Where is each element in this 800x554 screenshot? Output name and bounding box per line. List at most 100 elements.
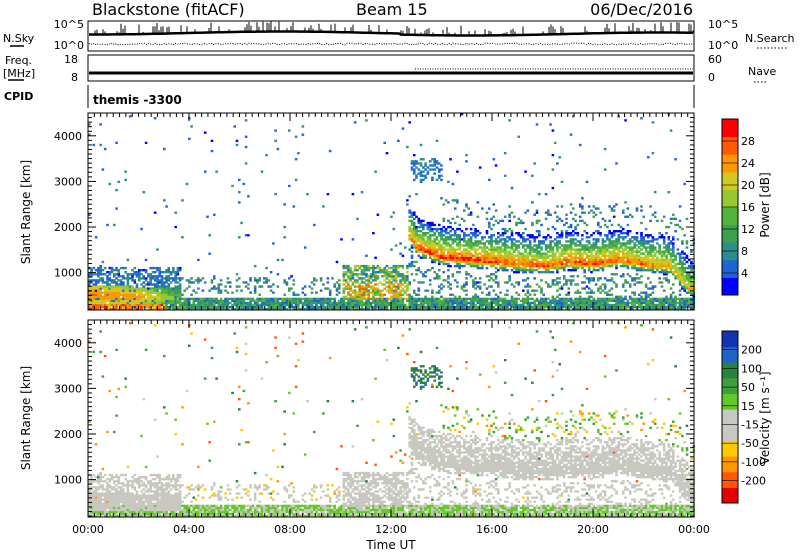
power-cell <box>99 273 102 276</box>
power-cell <box>633 246 636 249</box>
power-cell <box>460 252 464 255</box>
power-cell <box>392 269 396 272</box>
power-cell <box>619 246 623 249</box>
power-cell <box>135 287 139 290</box>
power-cell <box>569 299 573 303</box>
power-cell <box>458 227 461 231</box>
power-cell <box>390 277 393 280</box>
power-cell <box>253 285 257 288</box>
power-cell <box>451 240 455 243</box>
power-cell <box>662 307 666 311</box>
power-cell <box>603 260 607 264</box>
power-cell <box>510 297 514 301</box>
power-cell <box>203 131 207 134</box>
power-cell <box>447 254 450 257</box>
power-cell <box>488 221 491 225</box>
power-cell <box>385 303 389 307</box>
power-cell <box>349 305 352 309</box>
power-cell <box>608 297 611 301</box>
power-cell <box>431 307 434 311</box>
power-cell <box>397 264 400 268</box>
power-cell <box>651 262 655 266</box>
power-cell <box>501 232 505 235</box>
power-cell <box>288 301 291 305</box>
power-cell <box>260 299 264 303</box>
power-cell <box>249 307 252 311</box>
power-cell <box>508 119 511 122</box>
power-cell <box>535 305 539 309</box>
power-cell <box>476 281 480 284</box>
power-cell <box>203 299 207 303</box>
power-cell <box>660 285 664 288</box>
power-cell <box>390 248 393 251</box>
power-cell <box>417 303 421 307</box>
power-cell <box>615 240 618 243</box>
power-cell <box>285 301 289 305</box>
power-cell <box>647 246 650 249</box>
power-cell <box>681 262 684 266</box>
power-cell <box>133 301 137 305</box>
power-cell <box>176 289 180 292</box>
power-cell <box>97 271 100 274</box>
power-cell <box>433 252 436 255</box>
power-cell <box>449 258 452 262</box>
power-cell <box>394 275 398 278</box>
power-cell <box>601 217 605 221</box>
power-cell <box>558 234 561 237</box>
power-cell <box>172 271 175 274</box>
power-cell <box>640 242 643 245</box>
power-cell <box>458 260 461 264</box>
power-cell <box>401 289 405 292</box>
power-cell <box>374 299 377 303</box>
power-cell <box>133 281 137 284</box>
power-cell <box>283 301 286 305</box>
power-cell <box>401 275 405 278</box>
power-cell <box>372 287 375 290</box>
power-cell <box>542 252 546 255</box>
power-cell <box>526 234 530 237</box>
power-cell <box>551 168 555 171</box>
power-cell <box>672 217 675 221</box>
power-cell <box>392 291 396 294</box>
power-cell <box>124 289 127 292</box>
power-cell <box>394 266 398 270</box>
power-cell <box>649 205 652 208</box>
power-cell <box>324 307 327 311</box>
power-cell <box>135 301 139 305</box>
power-cell <box>201 307 205 311</box>
power-cell <box>342 283 346 286</box>
power-cell <box>413 164 416 167</box>
power-cell <box>574 299 577 303</box>
power-cell <box>174 295 177 298</box>
power-cell <box>367 303 371 307</box>
power-cell <box>644 254 648 257</box>
power-cell <box>474 230 477 233</box>
power-cell <box>144 141 148 145</box>
power-cell <box>238 191 241 194</box>
power-cell <box>308 301 311 305</box>
power-cell <box>624 215 627 218</box>
power-cell <box>208 289 211 292</box>
power-cell <box>587 266 591 270</box>
power-cell <box>149 283 152 286</box>
power-cell <box>619 305 623 309</box>
power-cell <box>138 291 141 294</box>
power-cell <box>644 299 648 303</box>
power-cell <box>397 295 400 298</box>
power-cell <box>647 301 650 305</box>
power-cell <box>572 238 575 241</box>
power-cell <box>408 227 411 231</box>
power-cell <box>574 269 577 272</box>
power-cell <box>258 277 261 280</box>
power-cell <box>592 258 596 262</box>
power-cell <box>665 297 668 301</box>
power-cell <box>192 281 196 284</box>
power-cell <box>442 307 446 311</box>
power-cell <box>367 275 371 278</box>
power-cell <box>108 182 112 186</box>
power-cell <box>97 293 100 296</box>
power-cell <box>217 305 221 309</box>
power-cell <box>594 260 598 264</box>
power-cell <box>210 303 214 307</box>
power-cell <box>456 305 459 309</box>
